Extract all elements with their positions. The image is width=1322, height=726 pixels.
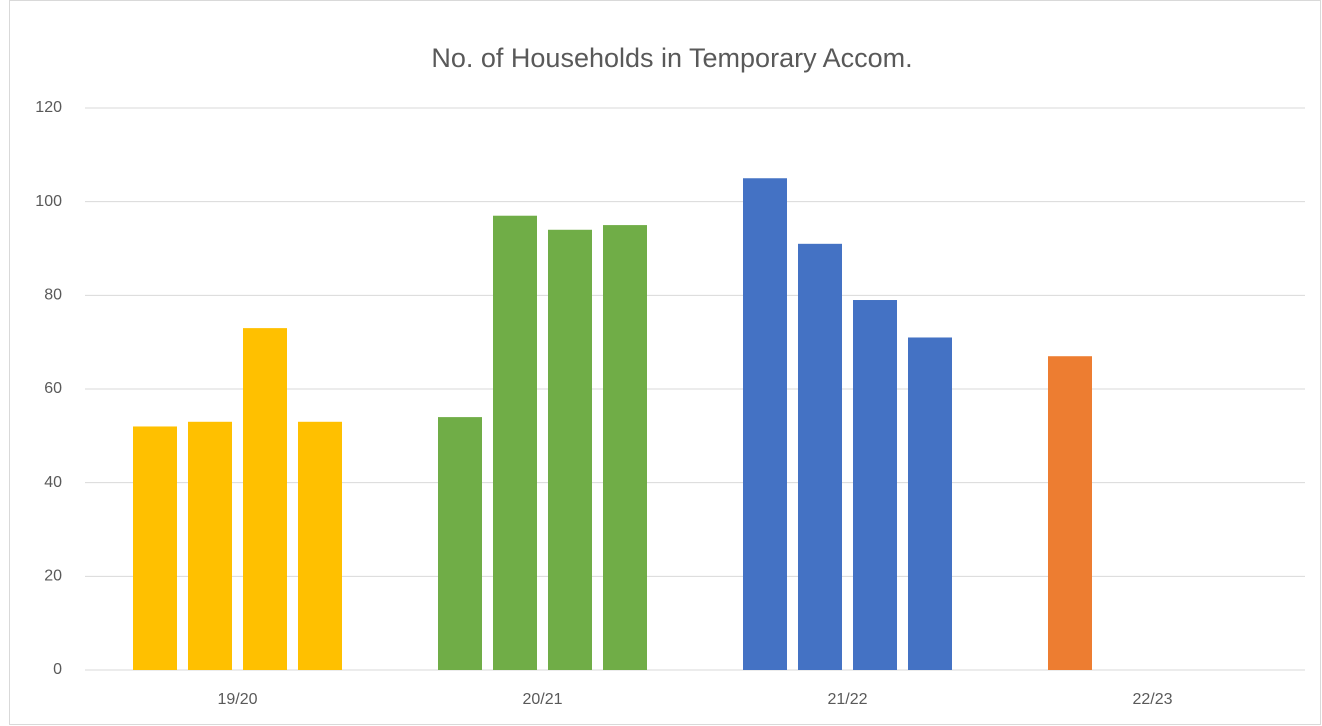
- bar: [603, 225, 647, 671]
- bar: [188, 421, 232, 670]
- bar: [298, 421, 342, 670]
- y-tick-label: 60: [44, 380, 62, 397]
- x-tick-label: 21/22: [827, 691, 867, 708]
- bar: [438, 417, 482, 670]
- bar: [548, 229, 592, 670]
- y-tick-label: 100: [35, 193, 62, 210]
- y-tick-label: 40: [44, 474, 62, 491]
- x-tick-label: 19/20: [217, 691, 257, 708]
- x-tick-label: 22/23: [1132, 691, 1172, 708]
- bar: [798, 243, 842, 671]
- bar: [493, 215, 537, 670]
- bar: [1048, 356, 1092, 670]
- chart-title: No. of Households in Temporary Accom.: [431, 43, 912, 73]
- bar: [908, 337, 952, 670]
- y-tick-label: 80: [44, 287, 62, 304]
- y-tick-label: 20: [44, 568, 62, 585]
- x-tick-label: 20/21: [522, 691, 562, 708]
- bar: [243, 328, 287, 670]
- bar: [133, 426, 177, 670]
- y-tick-label: 120: [35, 99, 62, 116]
- y-tick-label: 0: [53, 661, 62, 678]
- bar: [743, 178, 787, 670]
- bar: [853, 300, 897, 670]
